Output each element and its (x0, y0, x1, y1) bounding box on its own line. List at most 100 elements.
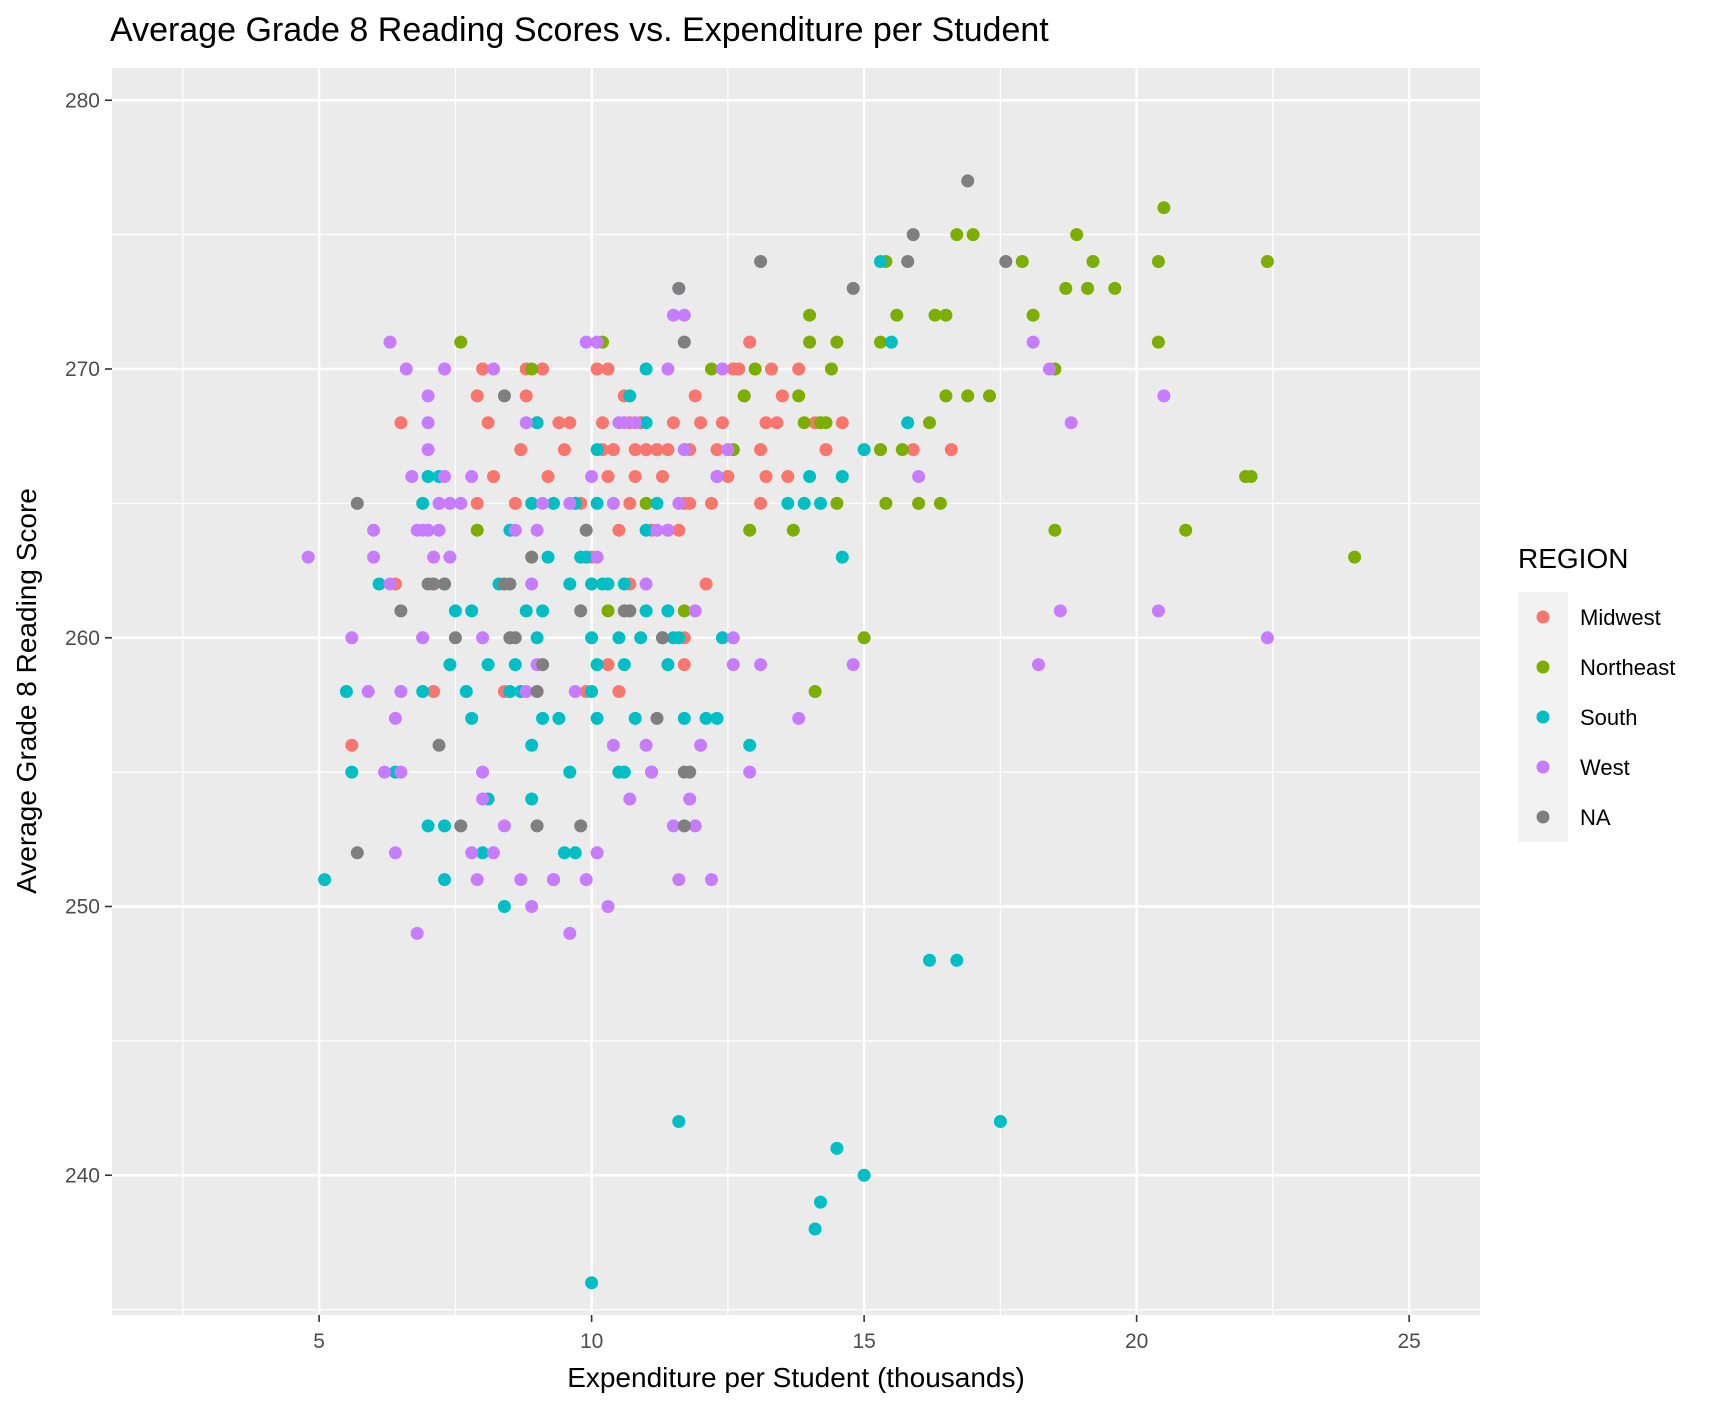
data-point (421, 389, 435, 403)
data-point (378, 765, 391, 779)
data-point (454, 496, 468, 510)
data-point (743, 738, 757, 752)
data-point (438, 819, 451, 833)
data-point (372, 577, 386, 591)
data-point (754, 496, 768, 510)
data-point (421, 470, 435, 483)
data-point (770, 416, 784, 430)
data-point (361, 685, 375, 698)
data-point (950, 953, 964, 967)
data-point (1048, 523, 1062, 537)
data-point (677, 335, 691, 349)
data-point (814, 496, 827, 510)
data-point (639, 604, 653, 618)
data-point (846, 281, 860, 295)
data-point (1081, 281, 1095, 295)
data-point (421, 819, 435, 833)
data-point (999, 255, 1013, 268)
data-point (470, 523, 484, 537)
data-point (579, 335, 593, 349)
data-point (1015, 255, 1029, 268)
data-point (1157, 201, 1171, 215)
data-point (476, 792, 490, 806)
data-point (688, 819, 702, 833)
data-point (416, 631, 430, 645)
data-point (470, 873, 484, 887)
data-point (726, 631, 740, 645)
y-axis-title: Average Grade 8 Reading Score (11, 488, 42, 894)
data-point (759, 416, 773, 430)
data-point (601, 577, 615, 591)
data-point (933, 496, 947, 510)
data-point (438, 873, 451, 887)
chart-title: Average Grade 8 Reading Scores vs. Expen… (110, 11, 1049, 49)
data-point (606, 443, 620, 457)
data-point (710, 470, 724, 483)
data-point (568, 846, 582, 860)
legend-label-midwest: Midwest (1580, 605, 1661, 630)
data-point (857, 631, 871, 645)
data-point (427, 550, 441, 564)
y-tick-label: 260 (65, 627, 100, 650)
data-point (993, 1115, 1007, 1128)
data-point (830, 335, 844, 349)
data-point (388, 846, 402, 860)
data-point (405, 470, 419, 483)
data-point (628, 443, 642, 457)
data-point (1151, 335, 1165, 349)
data-point (710, 443, 724, 457)
data-point (683, 765, 697, 779)
data-point (694, 416, 708, 430)
data-point (590, 550, 604, 564)
data-point (754, 658, 768, 672)
data-point (683, 496, 697, 510)
data-point (628, 470, 642, 483)
data-point (617, 765, 631, 779)
data-point (394, 416, 408, 430)
data-point (394, 765, 408, 779)
data-point (574, 819, 588, 833)
legend-marker (1536, 810, 1550, 824)
data-point (530, 523, 544, 537)
x-tick-label: 25 (1397, 1330, 1420, 1353)
legend-marker (1536, 660, 1550, 674)
data-point (884, 335, 898, 349)
legend-marker (1536, 610, 1550, 624)
data-point (857, 443, 871, 457)
data-point (410, 926, 424, 940)
data-point (944, 443, 958, 457)
data-point (438, 362, 451, 376)
data-point (497, 900, 511, 913)
plot-panel (112, 68, 1480, 1315)
data-point (639, 496, 653, 510)
data-point (383, 335, 397, 349)
data-point (394, 685, 408, 698)
y-tick-label: 250 (65, 896, 100, 919)
data-point (443, 496, 457, 510)
data-point (421, 416, 435, 430)
data-point (1157, 389, 1171, 403)
data-point (639, 362, 653, 376)
data-point (830, 1141, 844, 1155)
legend-label-west: West (1580, 755, 1630, 780)
data-point (536, 362, 550, 376)
data-point (345, 631, 359, 645)
data-point (906, 228, 920, 242)
data-point (623, 792, 637, 806)
data-point (432, 738, 446, 752)
data-point (983, 389, 996, 403)
data-point (1260, 255, 1274, 268)
data-point (383, 577, 397, 591)
data-point (497, 819, 511, 833)
data-point (677, 658, 691, 672)
data-point (666, 308, 680, 322)
data-point (432, 523, 446, 537)
data-point (388, 711, 402, 725)
data-point (557, 443, 571, 457)
data-point (590, 658, 604, 672)
data-point (661, 523, 675, 537)
data-point (835, 550, 849, 564)
y-tick-label: 240 (65, 1164, 100, 1187)
data-point (688, 604, 702, 618)
data-point (487, 362, 500, 376)
